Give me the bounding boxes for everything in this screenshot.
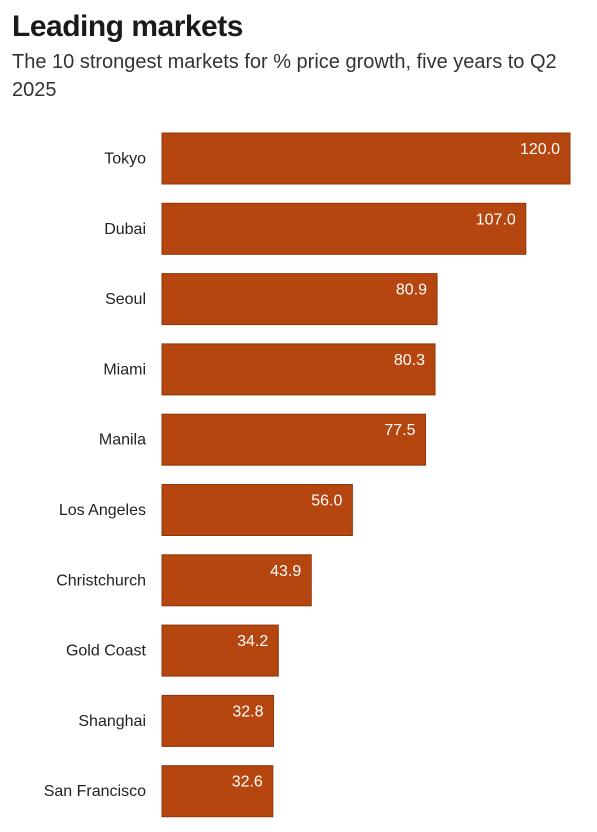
bar-row: Tokyo 120.0 — [104, 132, 571, 185]
value-label: 80.3 — [394, 352, 425, 369]
bar-row: Gold Coast 34.2 — [66, 624, 279, 677]
bar-gold-coast — [161, 624, 279, 677]
category-label: Seoul — [105, 291, 146, 308]
value-label: 43.9 — [270, 563, 301, 580]
bar-row: Los Angeles 56.0 — [59, 484, 353, 536]
chart-subtitle: The 10 strongest markets for % price gro… — [12, 51, 557, 101]
value-label: 56.0 — [311, 493, 342, 510]
bar-los-angeles — [161, 484, 353, 536]
bar-row: Manila 77.5 — [99, 413, 426, 466]
bar-row: Miami 80.3 — [103, 343, 436, 396]
value-label: 34.2 — [237, 633, 268, 650]
bar-row: Dubai 107.0 — [104, 202, 527, 255]
bar-row: San Francisco 32.6 — [44, 765, 274, 818]
value-label: 120.0 — [520, 141, 560, 158]
category-label: San Francisco — [44, 783, 146, 800]
value-label: 107.0 — [476, 211, 516, 228]
bar-dubai — [161, 202, 527, 255]
category-label: Gold Coast — [66, 643, 147, 660]
bar-row: Shanghai 32.8 — [78, 694, 275, 747]
category-label: Christchurch — [56, 572, 146, 589]
bar-san-francisco — [161, 765, 274, 818]
value-label: 77.5 — [384, 422, 415, 439]
category-label: Shanghai — [78, 713, 146, 730]
category-label: Tokyo — [104, 151, 146, 168]
category-label: Manila — [99, 432, 146, 449]
bar-miami — [161, 343, 436, 396]
value-label: 32.8 — [232, 703, 263, 720]
category-label: Dubai — [104, 221, 146, 238]
value-label: 32.6 — [232, 774, 263, 791]
category-label: Miami — [103, 361, 146, 378]
bar-row: Christchurch 43.9 — [56, 554, 312, 607]
bar-manila — [161, 413, 426, 466]
bar-row: Seoul 80.9 — [105, 273, 438, 326]
category-label: Los Angeles — [59, 502, 146, 519]
value-label: 80.9 — [396, 282, 427, 299]
bar-seoul — [161, 273, 438, 326]
bar-tokyo — [161, 132, 571, 185]
chart-title: Leading markets — [12, 10, 243, 43]
bar-shanghai — [161, 694, 275, 747]
bar-christchurch — [161, 554, 312, 607]
